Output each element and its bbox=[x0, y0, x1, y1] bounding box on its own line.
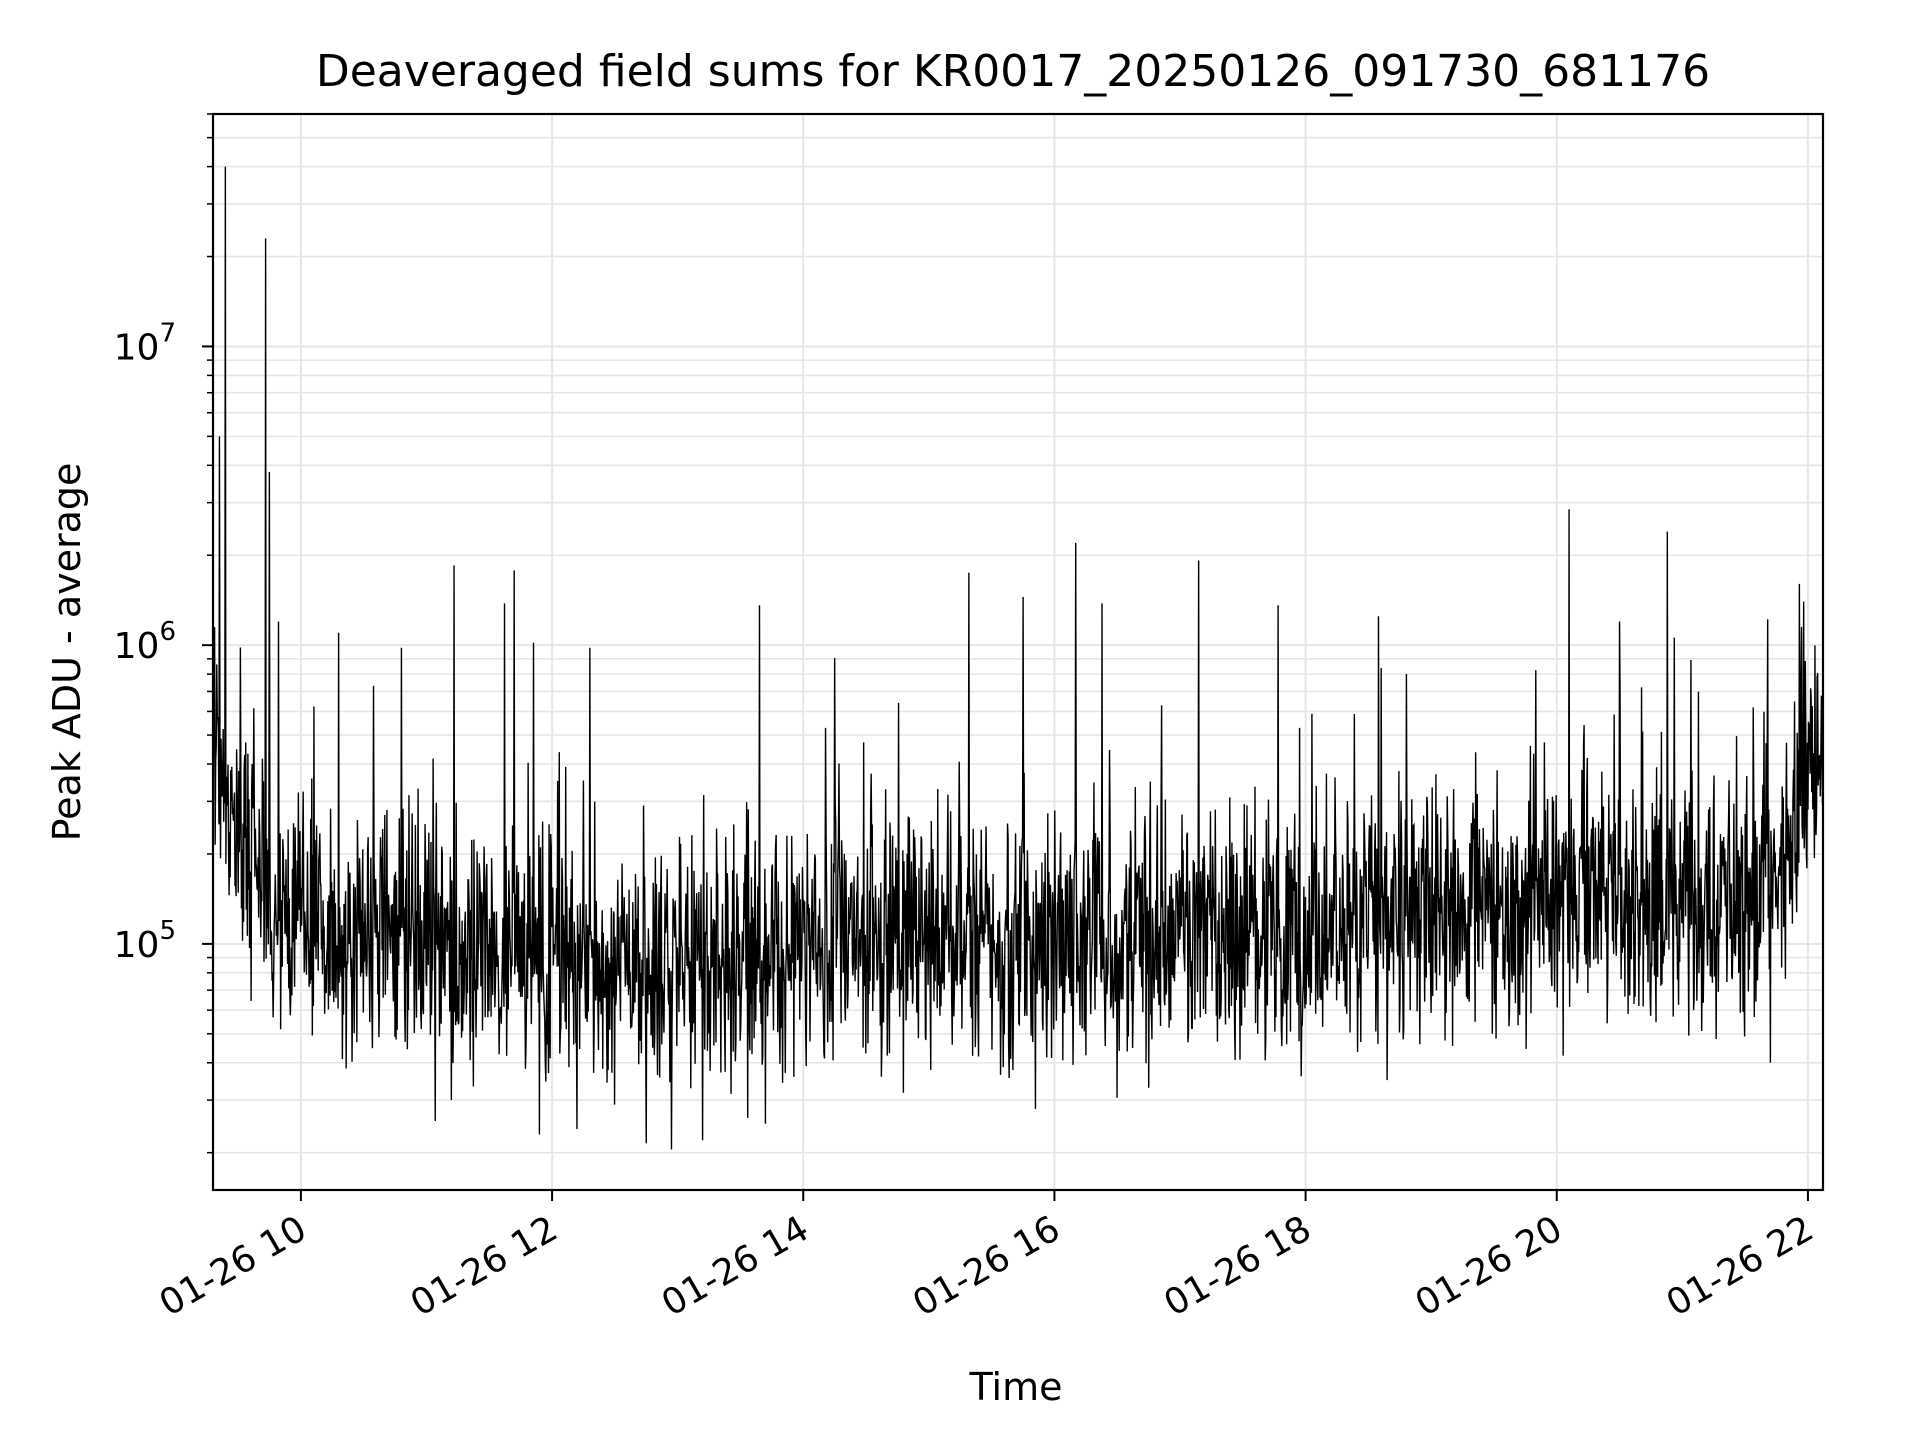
chart-title: Deaveraged field sums for KR0017_2025012… bbox=[316, 46, 1710, 97]
series-line bbox=[212, 166, 1824, 1150]
y-tick-label: 107 bbox=[114, 318, 176, 368]
grid bbox=[213, 113, 1823, 1190]
y-tick-label: 105 bbox=[114, 916, 176, 966]
x-axis-label: Time bbox=[969, 1365, 1063, 1409]
y-axis-label: Peak ADU - average bbox=[45, 463, 89, 842]
y-axis: 105 106 107 bbox=[114, 113, 213, 1154]
data-line bbox=[212, 166, 1824, 1150]
plot-frame bbox=[211, 112, 1825, 1192]
y-tick-label: 106 bbox=[114, 617, 176, 667]
